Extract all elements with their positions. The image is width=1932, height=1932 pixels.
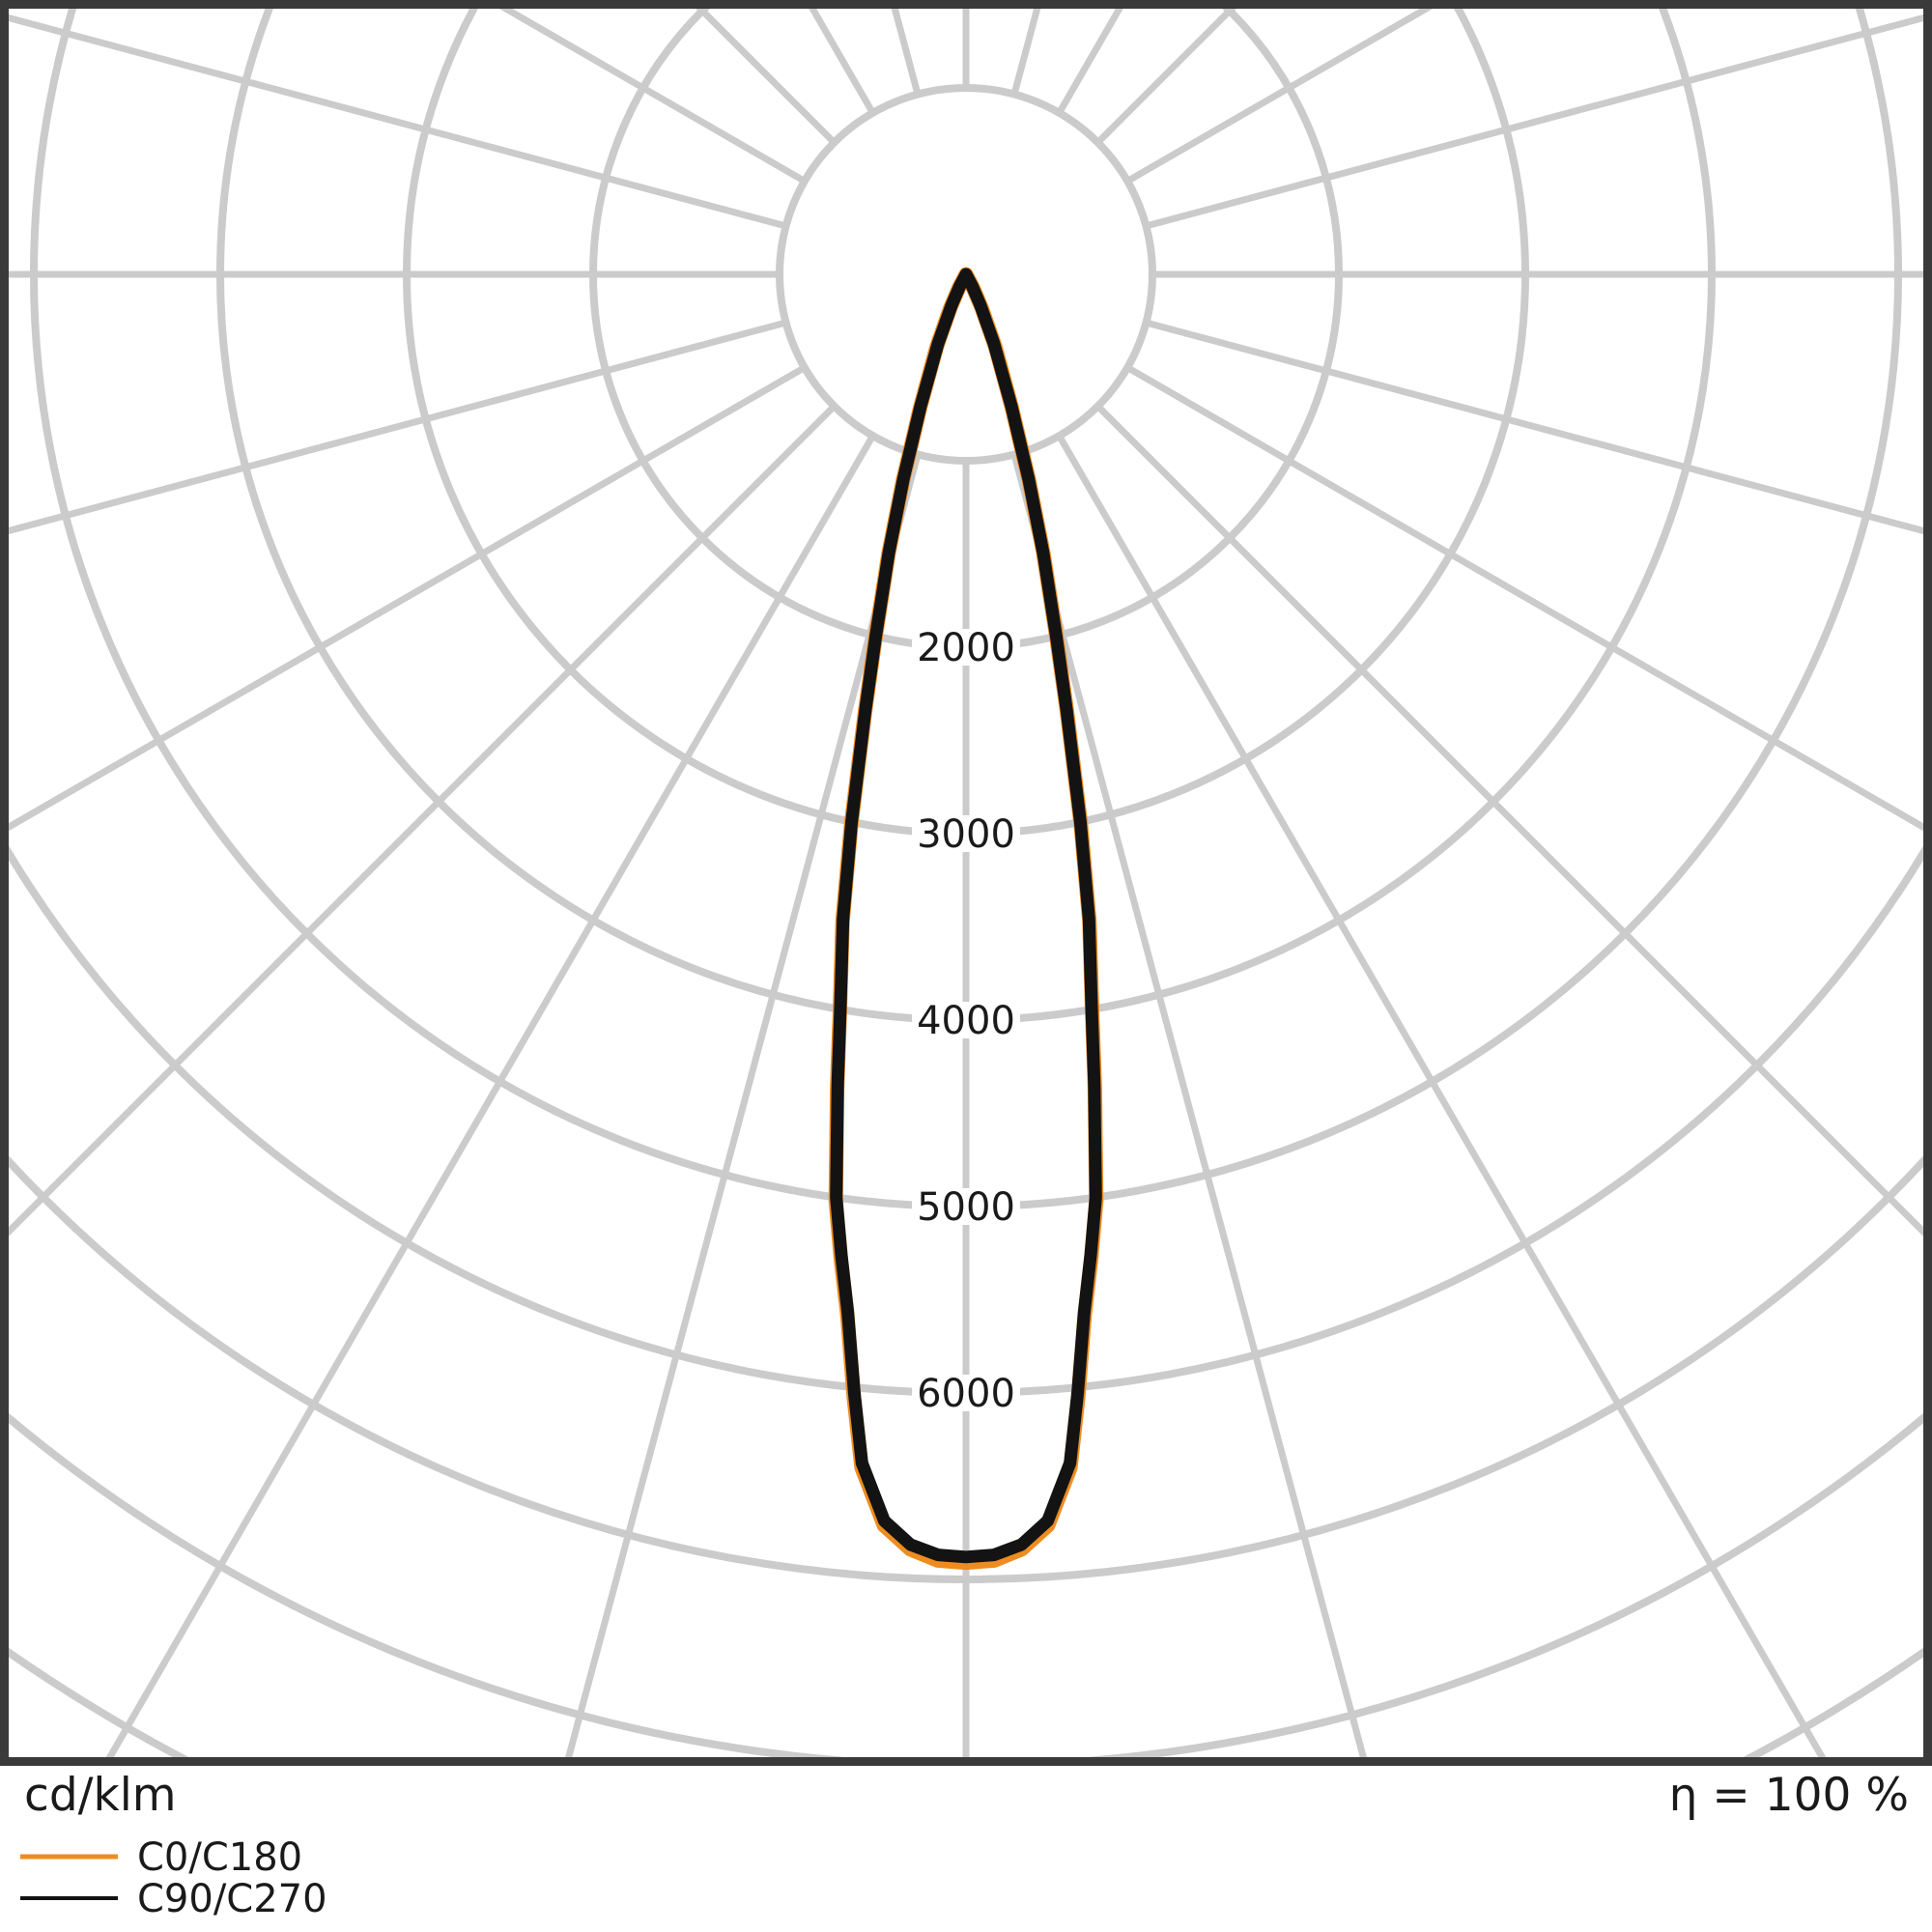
legend-label-c90: C90/C270 <box>137 1877 327 1921</box>
radial-axis-labels: 2000 3000 4000 5000 6000 <box>912 626 1020 1416</box>
legend: C0/C180 C90/C270 <box>20 1835 327 1921</box>
ring-label-6000: 6000 <box>917 1372 1015 1416</box>
ring-label-4000: 4000 <box>917 999 1015 1043</box>
efficiency-label: η = 100 % <box>1669 1769 1909 1822</box>
ring-label-2000: 2000 <box>917 626 1015 670</box>
unit-label: cd/klm <box>24 1769 177 1822</box>
curve-c90-c270 <box>830 268 1102 1564</box>
plot-frame <box>0 0 1932 1766</box>
ring-label-5000: 5000 <box>917 1185 1015 1230</box>
legend-label-c0: C0/C180 <box>137 1835 302 1880</box>
intensity-curves <box>828 267 1104 1571</box>
ring-label-3000: 3000 <box>917 812 1015 857</box>
